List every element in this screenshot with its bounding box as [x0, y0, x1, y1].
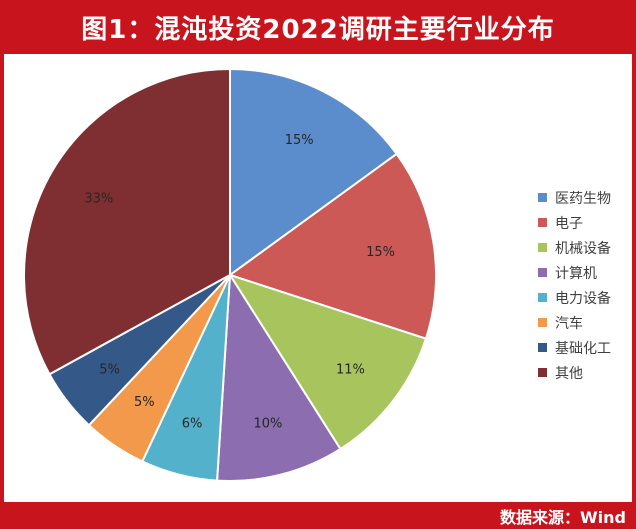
slice-label-1: 15%	[285, 133, 314, 148]
pie-slice-8	[23, 67, 231, 376]
pie-slice-4	[216, 271, 342, 482]
pie-slice-labels: 15% 15% 11% 10% 6% 5% 5% 33%	[84, 133, 395, 431]
legend-label-7: 基础化工	[555, 340, 611, 357]
legend-swatch-5	[538, 293, 547, 302]
legend-label-6: 汽车	[555, 315, 583, 332]
legend-swatch-6	[538, 318, 547, 327]
source-text: 数据来源：Wind	[500, 507, 626, 527]
slice-label-6: 5%	[134, 395, 155, 410]
legend-swatch-3	[538, 243, 547, 252]
legend-swatch-2	[538, 218, 547, 227]
slice-label-3: 11%	[336, 362, 365, 377]
slice-label-4: 10%	[253, 417, 282, 432]
legend-label-3: 机械设备	[555, 240, 611, 257]
slice-label-8: 33%	[84, 191, 113, 206]
legend-swatch-1	[538, 193, 547, 202]
pie-chart: 15% 15% 11% 10% 6% 5% 5% 33% 医药生物电子机械设备计算机电力设备汽…	[23, 67, 611, 482]
legend-label-5: 电力设备	[555, 290, 611, 307]
legend-swatch-7	[538, 343, 547, 352]
title-bar: 图1：混沌投资2022调研主要行业分布	[0, 0, 636, 54]
legend-label-2: 电子	[555, 216, 583, 232]
slice-label-2: 15%	[366, 245, 395, 260]
legend-label-8: 其他	[555, 366, 583, 382]
pie-slice-3	[227, 273, 428, 451]
chart-panel: 15% 15% 11% 10% 6% 5% 5% 33% 医药生物电子机械设备计算机电力设备汽…	[4, 54, 632, 502]
chart-title: 图1：混沌投资2022调研主要行业分布	[81, 14, 555, 45]
legend-label-1: 医药生物	[555, 191, 611, 207]
pie-slice-1	[229, 67, 399, 277]
slice-label-7: 5%	[99, 362, 120, 377]
source-footer: 数据来源：Wind	[500, 502, 626, 529]
legend-swatch-8	[538, 368, 547, 377]
pie-slices	[23, 67, 437, 482]
slice-label-5: 6%	[182, 417, 203, 432]
legend-swatch-4	[538, 268, 547, 277]
pie-slice-2	[227, 152, 437, 340]
legend-label-4: 计算机	[555, 266, 597, 282]
